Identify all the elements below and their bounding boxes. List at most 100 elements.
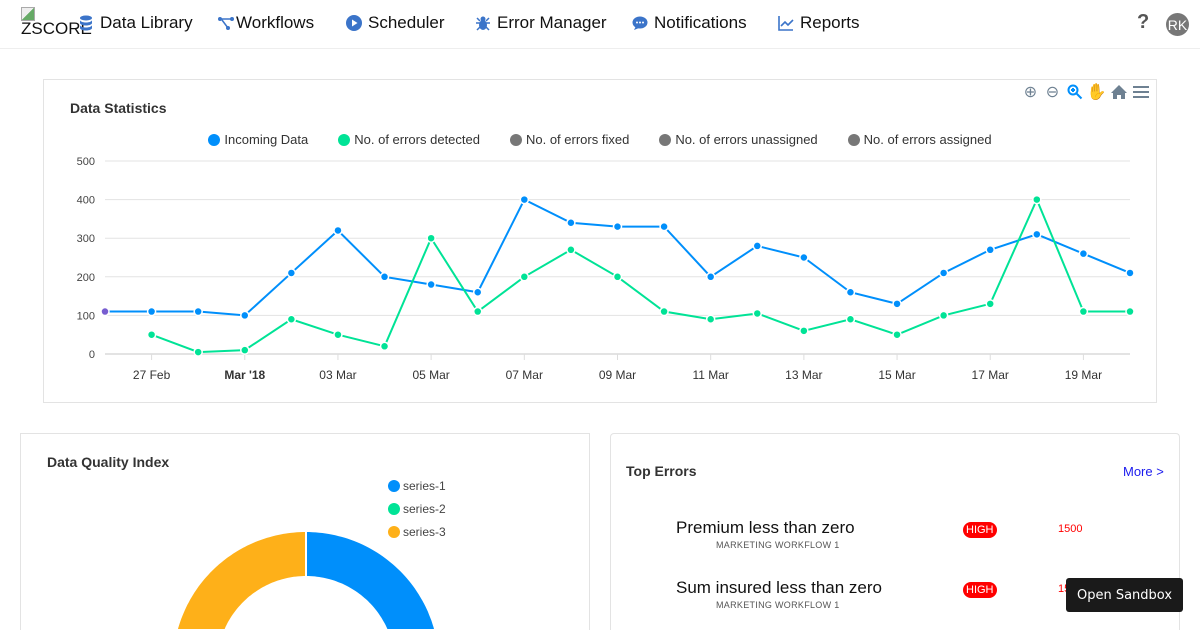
legend-marker — [847, 133, 860, 146]
y-tick-label: 100 — [77, 310, 95, 322]
legend-marker — [509, 133, 522, 146]
nav-reports[interactable]: Reports — [778, 13, 860, 33]
data-point — [100, 306, 110, 317]
legend-item[interactable]: No. of errors detected — [338, 132, 480, 147]
data-statistics-card — [43, 79, 1157, 403]
data-point — [985, 299, 995, 309]
legend-item[interactable]: No. of errors unassigned — [659, 132, 818, 147]
legend-marker — [388, 503, 400, 515]
error-workflow: MARKETING WORKFLOW 1 — [716, 600, 840, 610]
data-point — [892, 329, 902, 340]
more-link[interactable]: More > — [1123, 464, 1164, 479]
data-point — [472, 306, 483, 317]
chart-title: Data Statistics — [70, 100, 167, 116]
data-point — [705, 272, 716, 282]
donut-legend-item[interactable]: series-2 — [388, 502, 446, 516]
donut-slice — [175, 530, 307, 630]
data-point — [146, 329, 157, 340]
pan-hand-icon[interactable]: ✋ — [1086, 83, 1107, 101]
workflow-icon — [218, 17, 234, 30]
help-icon[interactable]: ? — [1137, 11, 1150, 33]
nav-label: Workflows — [236, 13, 315, 32]
home-reset-icon[interactable] — [1110, 83, 1127, 100]
x-tick-label: 15 Mar — [878, 368, 915, 382]
error-name: Premium less than zero — [676, 518, 855, 537]
legend-item[interactable]: No. of errors fixed — [509, 132, 629, 147]
data-point — [612, 272, 623, 282]
error-count: 1500 — [1058, 523, 1083, 535]
data-point — [938, 310, 949, 321]
x-tick-label: 05 Mar — [412, 368, 449, 382]
nav-scheduler[interactable]: Scheduler — [346, 13, 445, 33]
data-point — [845, 314, 856, 325]
legend-marker — [338, 133, 351, 146]
nav-workflows[interactable]: Workflows — [218, 13, 314, 33]
data-point — [938, 268, 949, 278]
play-circle-icon — [346, 15, 362, 31]
zoom-in-icon[interactable]: ⊕ — [1023, 83, 1038, 101]
chart-legend: Incoming Data No. of errors detected No.… — [0, 132, 1200, 147]
data-point — [333, 329, 343, 340]
bug-icon — [476, 16, 490, 31]
error-item[interactable]: Premium less than zero MARKETING WORKFLO… — [626, 518, 1166, 552]
legend-item[interactable]: Incoming Data — [208, 132, 308, 147]
nav-notifications[interactable]: Notifications — [632, 13, 747, 33]
data-point — [193, 347, 203, 357]
data-point — [1125, 306, 1135, 317]
nav-data-library[interactable]: Data Library — [78, 13, 193, 33]
legend-label: series-3 — [403, 525, 446, 539]
error-name: Sum insured less than zero — [676, 578, 882, 597]
data-point — [659, 221, 669, 232]
top-errors-title: Top Errors — [626, 463, 697, 479]
data-point — [892, 299, 902, 309]
legend-marker — [388, 480, 400, 492]
series-line — [105, 198, 1131, 317]
x-tick-label: 09 Mar — [599, 368, 636, 382]
chart-toolbar: ⊕ ⊖ ✋ — [1022, 83, 1149, 101]
menu-icon[interactable] — [1132, 83, 1149, 100]
chat-icon — [632, 16, 648, 30]
data-point — [752, 308, 763, 319]
legend-marker — [208, 133, 221, 146]
x-tick-label: 13 Mar — [785, 368, 822, 382]
open-sandbox-button[interactable]: Open Sandbox — [1066, 578, 1183, 612]
data-point — [705, 314, 716, 325]
y-tick-label: 500 — [77, 156, 95, 168]
selection-zoom-icon[interactable] — [1066, 83, 1083, 100]
data-point — [659, 306, 669, 317]
legend-item[interactable]: No. of errors assigned — [847, 132, 992, 147]
data-point — [752, 241, 763, 251]
data-point — [519, 272, 530, 282]
data-point — [519, 194, 530, 205]
data-point — [426, 279, 436, 290]
x-tick-label: 19 Mar — [1065, 368, 1102, 382]
zoom-out-icon[interactable]: ⊖ — [1045, 83, 1060, 101]
legend-marker — [659, 133, 672, 146]
data-point — [333, 225, 343, 236]
avatar[interactable]: RK — [1166, 13, 1189, 36]
broken-image-icon — [21, 7, 35, 21]
x-tick-label: Mar '18 — [224, 368, 265, 382]
nav-error-manager[interactable]: Error Manager — [475, 13, 607, 33]
data-point — [379, 341, 390, 352]
top-nav: ZSCORE Data Library Workflows Scheduler … — [0, 0, 1200, 49]
x-tick-label: 11 Mar — [692, 368, 728, 382]
data-point — [286, 268, 297, 278]
donut-legend-item[interactable]: series-3 — [388, 525, 446, 539]
data-point — [193, 306, 203, 317]
data-point — [566, 245, 576, 255]
data-point — [845, 287, 856, 297]
data-point — [146, 306, 157, 317]
logo-text: ZSCORE — [21, 19, 92, 38]
donut-slice — [305, 530, 437, 630]
data-point — [240, 310, 250, 321]
data-point — [566, 218, 576, 228]
data-point — [472, 287, 483, 297]
data-point — [799, 326, 809, 336]
legend-label: series-2 — [403, 502, 446, 516]
logo[interactable]: ZSCORE — [21, 7, 92, 37]
donut-legend-item[interactable]: series-1 — [388, 479, 446, 493]
donut-title: Data Quality Index — [47, 454, 170, 470]
chart-line-icon — [778, 16, 794, 31]
nav-label: Scheduler — [368, 13, 445, 32]
